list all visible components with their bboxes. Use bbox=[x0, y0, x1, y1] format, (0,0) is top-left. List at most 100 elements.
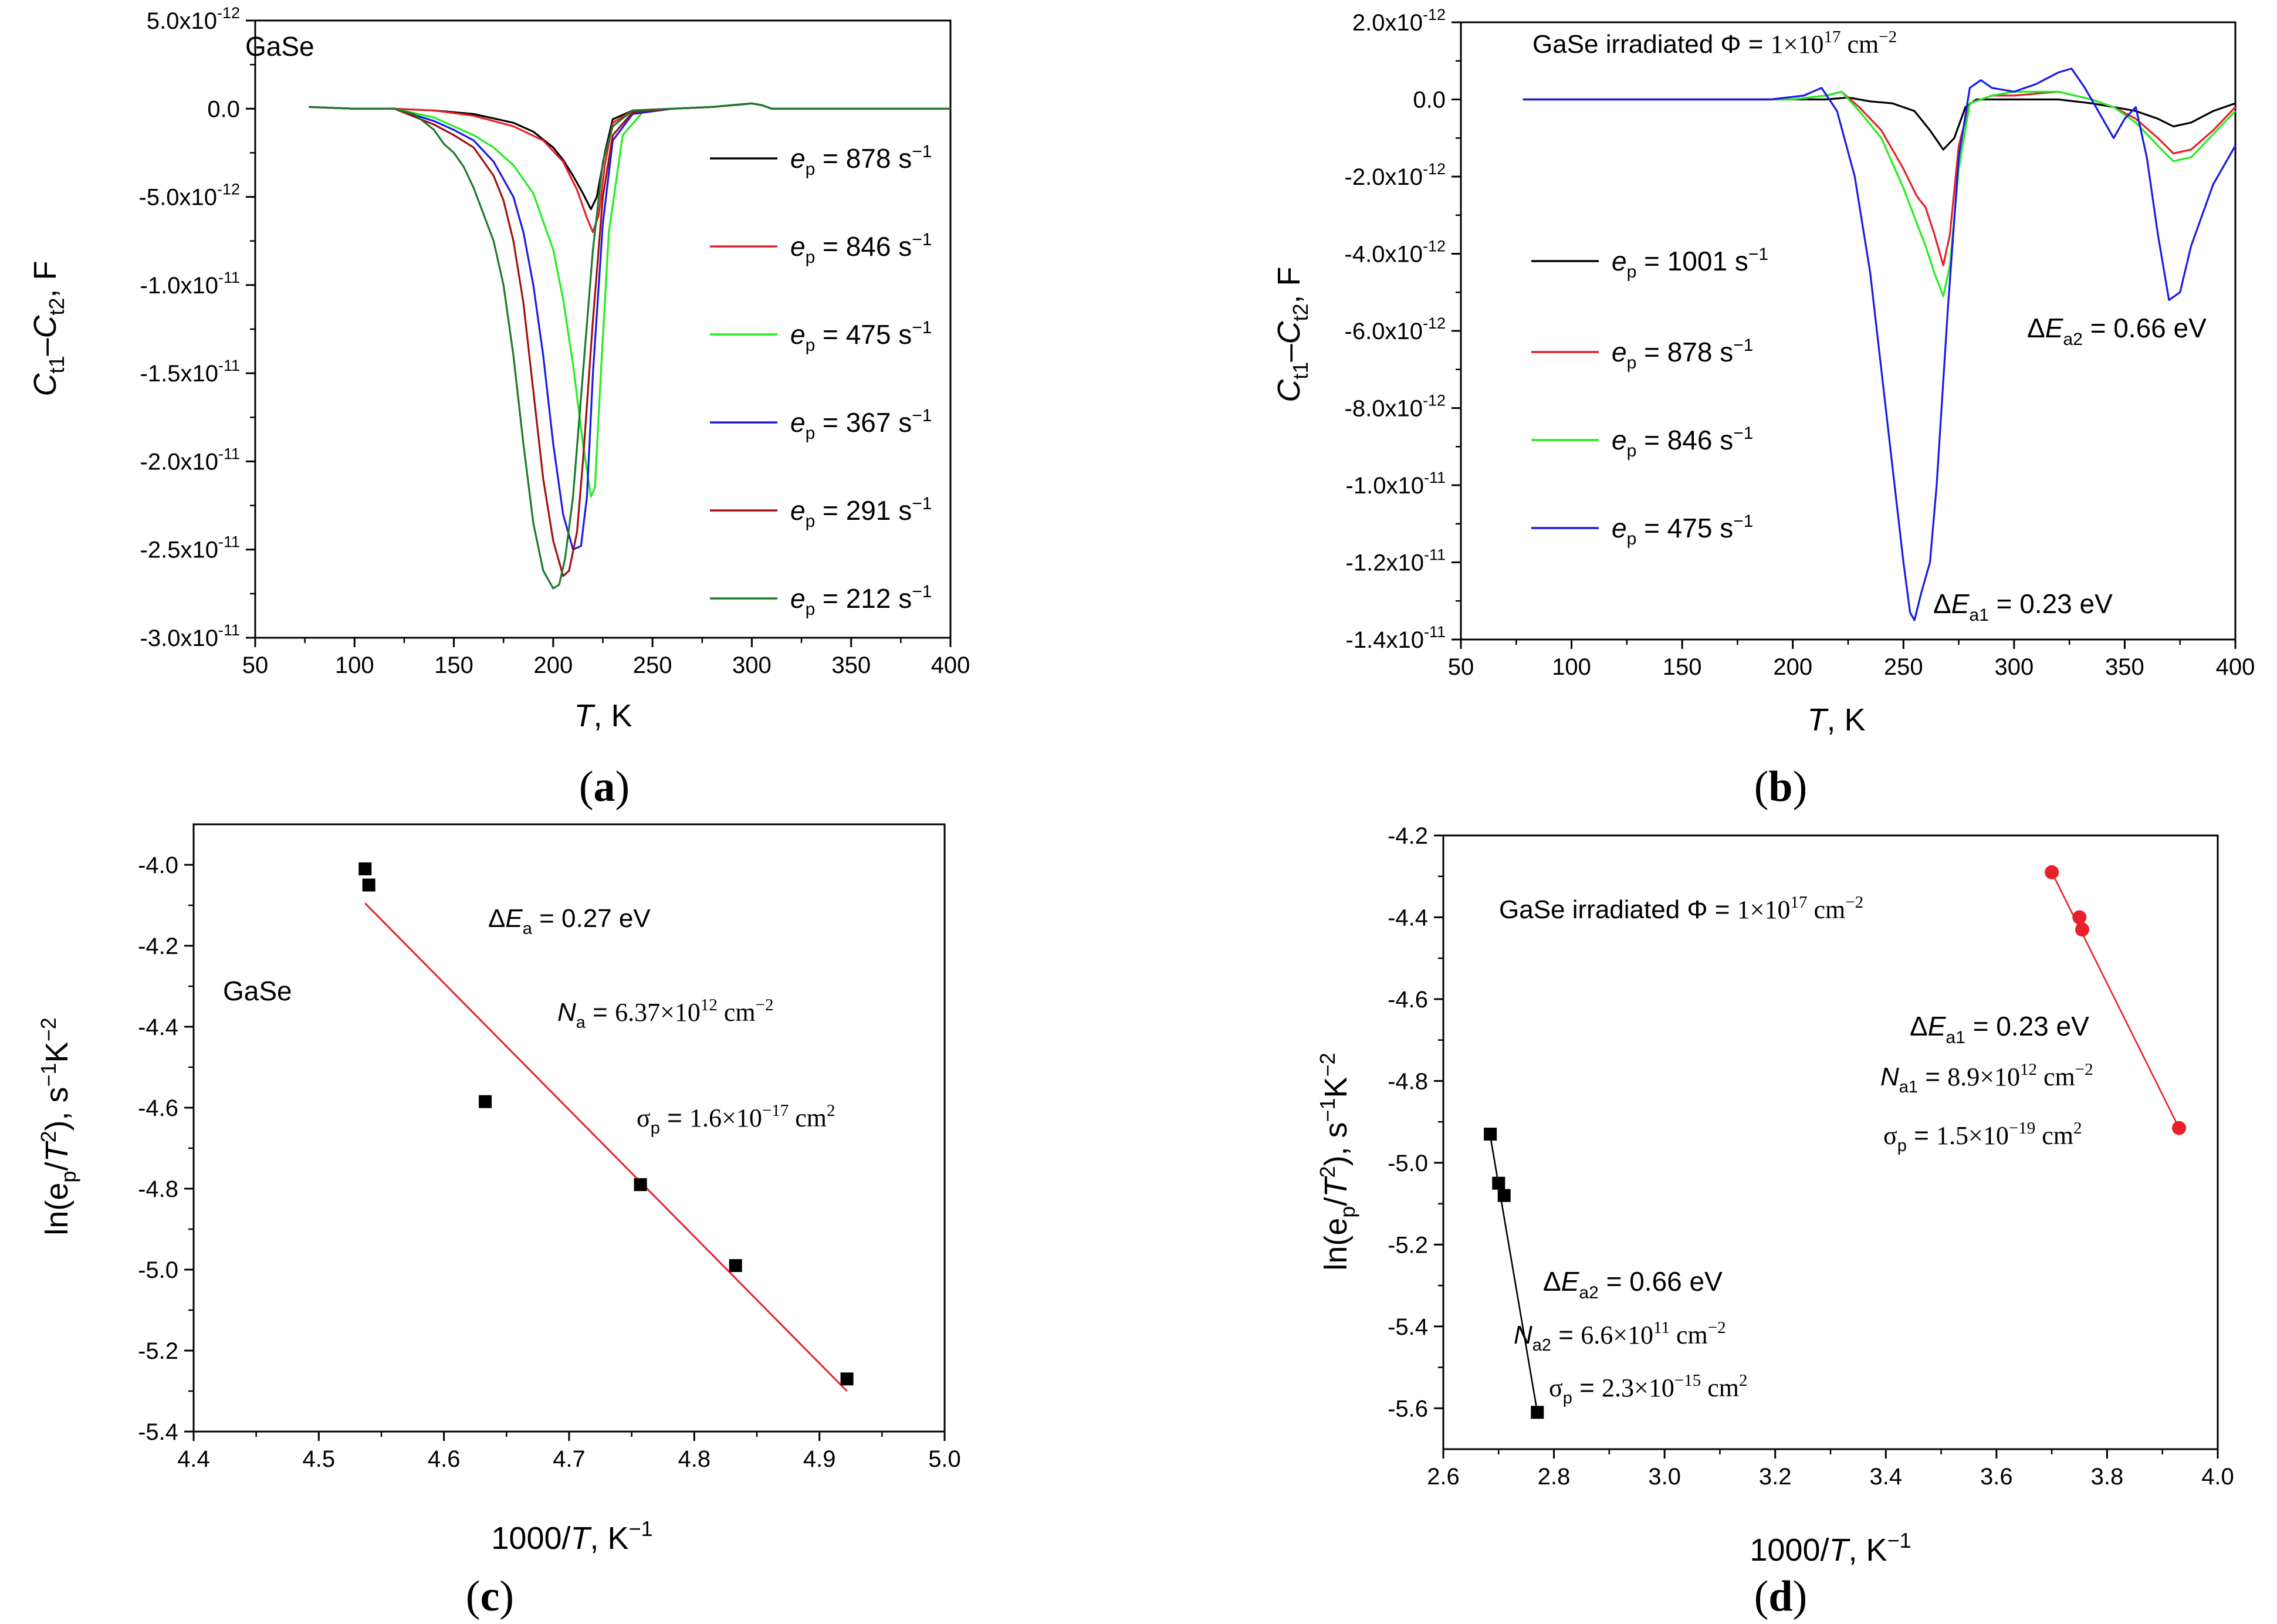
y-tick-label: 0.0 bbox=[207, 96, 240, 122]
panel-a-chart: 50 100 150 200 250 300 350 400 5.0x10-12​ 0.0 -5.0… bbox=[28, 4, 970, 811]
y-tick-label: -6.0x10-12​ bbox=[1345, 314, 1446, 344]
y-tick-label: -1.0x10-11​ bbox=[1346, 469, 1446, 499]
x-tick-label: 50 bbox=[1448, 654, 1474, 680]
fit-line bbox=[364, 902, 848, 1392]
data-point-5 bbox=[840, 1372, 854, 1386]
x-axis-title: T, K bbox=[1807, 702, 1865, 737]
panel-b-chart: 50 100 150 200 250 300 350 400 2.0x10-12​ 0.0 -2.0… bbox=[1271, 6, 2255, 811]
annotation-Na: Na​ = 6.37×1012​ cm−2​ bbox=[557, 996, 774, 1032]
y-tick-label: 5.0x10-12​ bbox=[147, 4, 240, 34]
y-axis-title: Ct1–Ct2, F bbox=[28, 260, 69, 396]
x-axis-title: T, K bbox=[574, 698, 632, 733]
x-tick-label: 300 bbox=[1994, 654, 2034, 680]
annotation-sigma2: σp​ = 2.3×10−15​ cm2​ bbox=[1549, 1371, 1747, 1408]
legend-item-4-label: ep = 291 s−1​ bbox=[790, 494, 932, 531]
legend-item-3-label: ep = 475 s−1​ bbox=[1612, 512, 1753, 549]
x-axis-title: 1000/T, K−1​ bbox=[491, 1517, 652, 1556]
y-tick-label: -1.4x10-11​ bbox=[1346, 623, 1446, 653]
y-tick-label: -4.8 bbox=[138, 1176, 178, 1202]
y-tick-label: -2.0x10-11​ bbox=[140, 445, 240, 475]
x-tick-label: 4.5 bbox=[303, 1446, 336, 1472]
y-tick-label: -1.5x10-11​ bbox=[140, 357, 240, 387]
x-tick-label: 5.0 bbox=[928, 1446, 961, 1472]
y-tick-label: -4.6 bbox=[138, 1095, 178, 1121]
y-tick-label: -5.0 bbox=[1388, 1151, 1428, 1176]
x-tick-label: 4.8 bbox=[678, 1446, 711, 1472]
y-axis-title: ln(ep/T2), s−1K−2 bbox=[36, 1017, 80, 1235]
x-tick-label: 3.0 bbox=[1648, 1464, 1681, 1490]
annotation-dEa2: ΔEa2​ = 0.66 eV bbox=[2027, 313, 2207, 349]
x-tick-label: 4.0 bbox=[2201, 1464, 2234, 1490]
panel-c-chart: 4.4 4.5 4.6 4.7 4.8 4.9 5.0 -4.0 -4.2 -4.4 -4.6 -4.… bbox=[36, 823, 961, 1620]
y-tick-label: -4.0 bbox=[138, 852, 178, 878]
legend-item-2-label: ep = 475 s−1​ bbox=[790, 318, 932, 355]
x-tick-label: 3.2 bbox=[1759, 1464, 1792, 1490]
x-tick-label: 250 bbox=[633, 652, 672, 678]
series-line-5 bbox=[309, 102, 950, 590]
annotation-fluence: GaSe irradiated Φ = 1×1017​ cm−2​ bbox=[1499, 893, 1863, 924]
x-tick-label: 50 bbox=[242, 652, 269, 678]
annotation-sigma1: σp​ = 1.5×10−19​ cm2​ bbox=[1883, 1119, 2082, 1155]
data-point-1-1 bbox=[2072, 910, 2087, 925]
annotation-sample: GaSe bbox=[223, 976, 292, 1006]
y-tick-label: -4.8 bbox=[1388, 1068, 1428, 1094]
data-point-2 bbox=[479, 1095, 492, 1108]
data-point-0 bbox=[358, 862, 372, 875]
x-tick-label: 350 bbox=[2105, 654, 2144, 680]
x-tick-label: 3.4 bbox=[1869, 1464, 1902, 1490]
x-tick-label: 2.6 bbox=[1427, 1464, 1460, 1490]
x-tick-label: 4.6 bbox=[428, 1446, 461, 1472]
data-point-0-0 bbox=[1484, 1128, 1497, 1141]
x-tick-label: 4.4 bbox=[177, 1446, 210, 1472]
y-axis-title: Ct1–Ct2, F bbox=[1271, 266, 1312, 402]
x-tick-label: 200 bbox=[533, 652, 573, 678]
data-point-0-1 bbox=[1492, 1176, 1505, 1190]
legend-item-5-label: ep = 212 s−1​ bbox=[790, 582, 932, 619]
y-tick-label: -4.4 bbox=[1388, 905, 1428, 931]
x-tick-label: 2.8 bbox=[1538, 1464, 1571, 1490]
y-tick-label: -5.6 bbox=[1388, 1396, 1428, 1422]
y-tick-label: -5.0x10-12​ bbox=[139, 181, 240, 211]
legend-item-1-label: ep = 878 s−1​ bbox=[1612, 336, 1753, 373]
x-tick-label: 250 bbox=[1884, 654, 1923, 680]
x-axis-title: 1000/T, K−1​ bbox=[1750, 1528, 1911, 1568]
legend-item-2-label: ep = 846 s−1​ bbox=[1612, 424, 1753, 461]
x-tick-label: 150 bbox=[1663, 654, 1702, 680]
y-tick-label: -5.4 bbox=[138, 1419, 178, 1445]
annotation-Na2: Na2​ = 6.6×1011​ cm−2​ bbox=[1514, 1318, 1726, 1355]
legend-item-3-label: ep = 367 s−1​ bbox=[790, 406, 932, 443]
x-tick-label: 4.7 bbox=[553, 1446, 586, 1472]
x-tick-label: 350 bbox=[831, 652, 871, 678]
y-axis-title: ln(ep/T2), s−1K−2 bbox=[1315, 1053, 1359, 1270]
legend-item-1-label: ep = 846 s−1​ bbox=[790, 230, 932, 267]
y-tick-label: -3.0x10-11​ bbox=[140, 621, 240, 651]
x-tick-label: 150 bbox=[434, 652, 473, 678]
panel-label: (c) bbox=[466, 1572, 514, 1620]
y-tick-label: -4.2 bbox=[138, 933, 178, 959]
y-tick-label: -5.4 bbox=[1388, 1314, 1428, 1340]
x-tick-label: 4.9 bbox=[803, 1446, 836, 1472]
y-tick-label: -4.4 bbox=[138, 1014, 178, 1040]
y-tick-label: -1.2x10-11​ bbox=[1346, 546, 1446, 576]
panel-label: (d) bbox=[1754, 1572, 1807, 1620]
y-tick-label: 2.0x10-12​ bbox=[1352, 6, 1446, 36]
data-point-4 bbox=[729, 1259, 742, 1273]
data-point-0-3 bbox=[1531, 1406, 1544, 1419]
data-point-1-2 bbox=[2075, 922, 2089, 937]
y-tick-label: -5.2 bbox=[138, 1338, 178, 1364]
y-tick-label: -2.5x10-11​ bbox=[140, 533, 240, 563]
annotation-dEa2: ΔEa2​ = 0.66 eV bbox=[1543, 1266, 1723, 1302]
x-tick-label: 3.6 bbox=[1980, 1464, 2013, 1490]
y-tick-label: -4.0x10-12​ bbox=[1345, 238, 1446, 268]
data-point-0-2 bbox=[1497, 1189, 1511, 1202]
data-point-1-3 bbox=[2172, 1121, 2186, 1135]
y-tick-label: -5.2 bbox=[1388, 1232, 1428, 1258]
legend-item-0-label: ep = 878 s−1​ bbox=[790, 142, 932, 179]
x-tick-label: 3.8 bbox=[2091, 1464, 2124, 1490]
y-tick-label: -8.0x10-12​ bbox=[1345, 392, 1446, 422]
y-tick-label: -2.0x10-12​ bbox=[1345, 160, 1446, 190]
panel-label: (a) bbox=[579, 763, 630, 811]
x-tick-label: 200 bbox=[1773, 654, 1812, 680]
x-tick-label: 400 bbox=[931, 652, 970, 678]
panel-d-chart: 2.6 2.8 3.0 3.2 3.4 3.6 3.8 4.0 -4.2 -4.4 -4.6 -4.8… bbox=[1315, 823, 2234, 1620]
